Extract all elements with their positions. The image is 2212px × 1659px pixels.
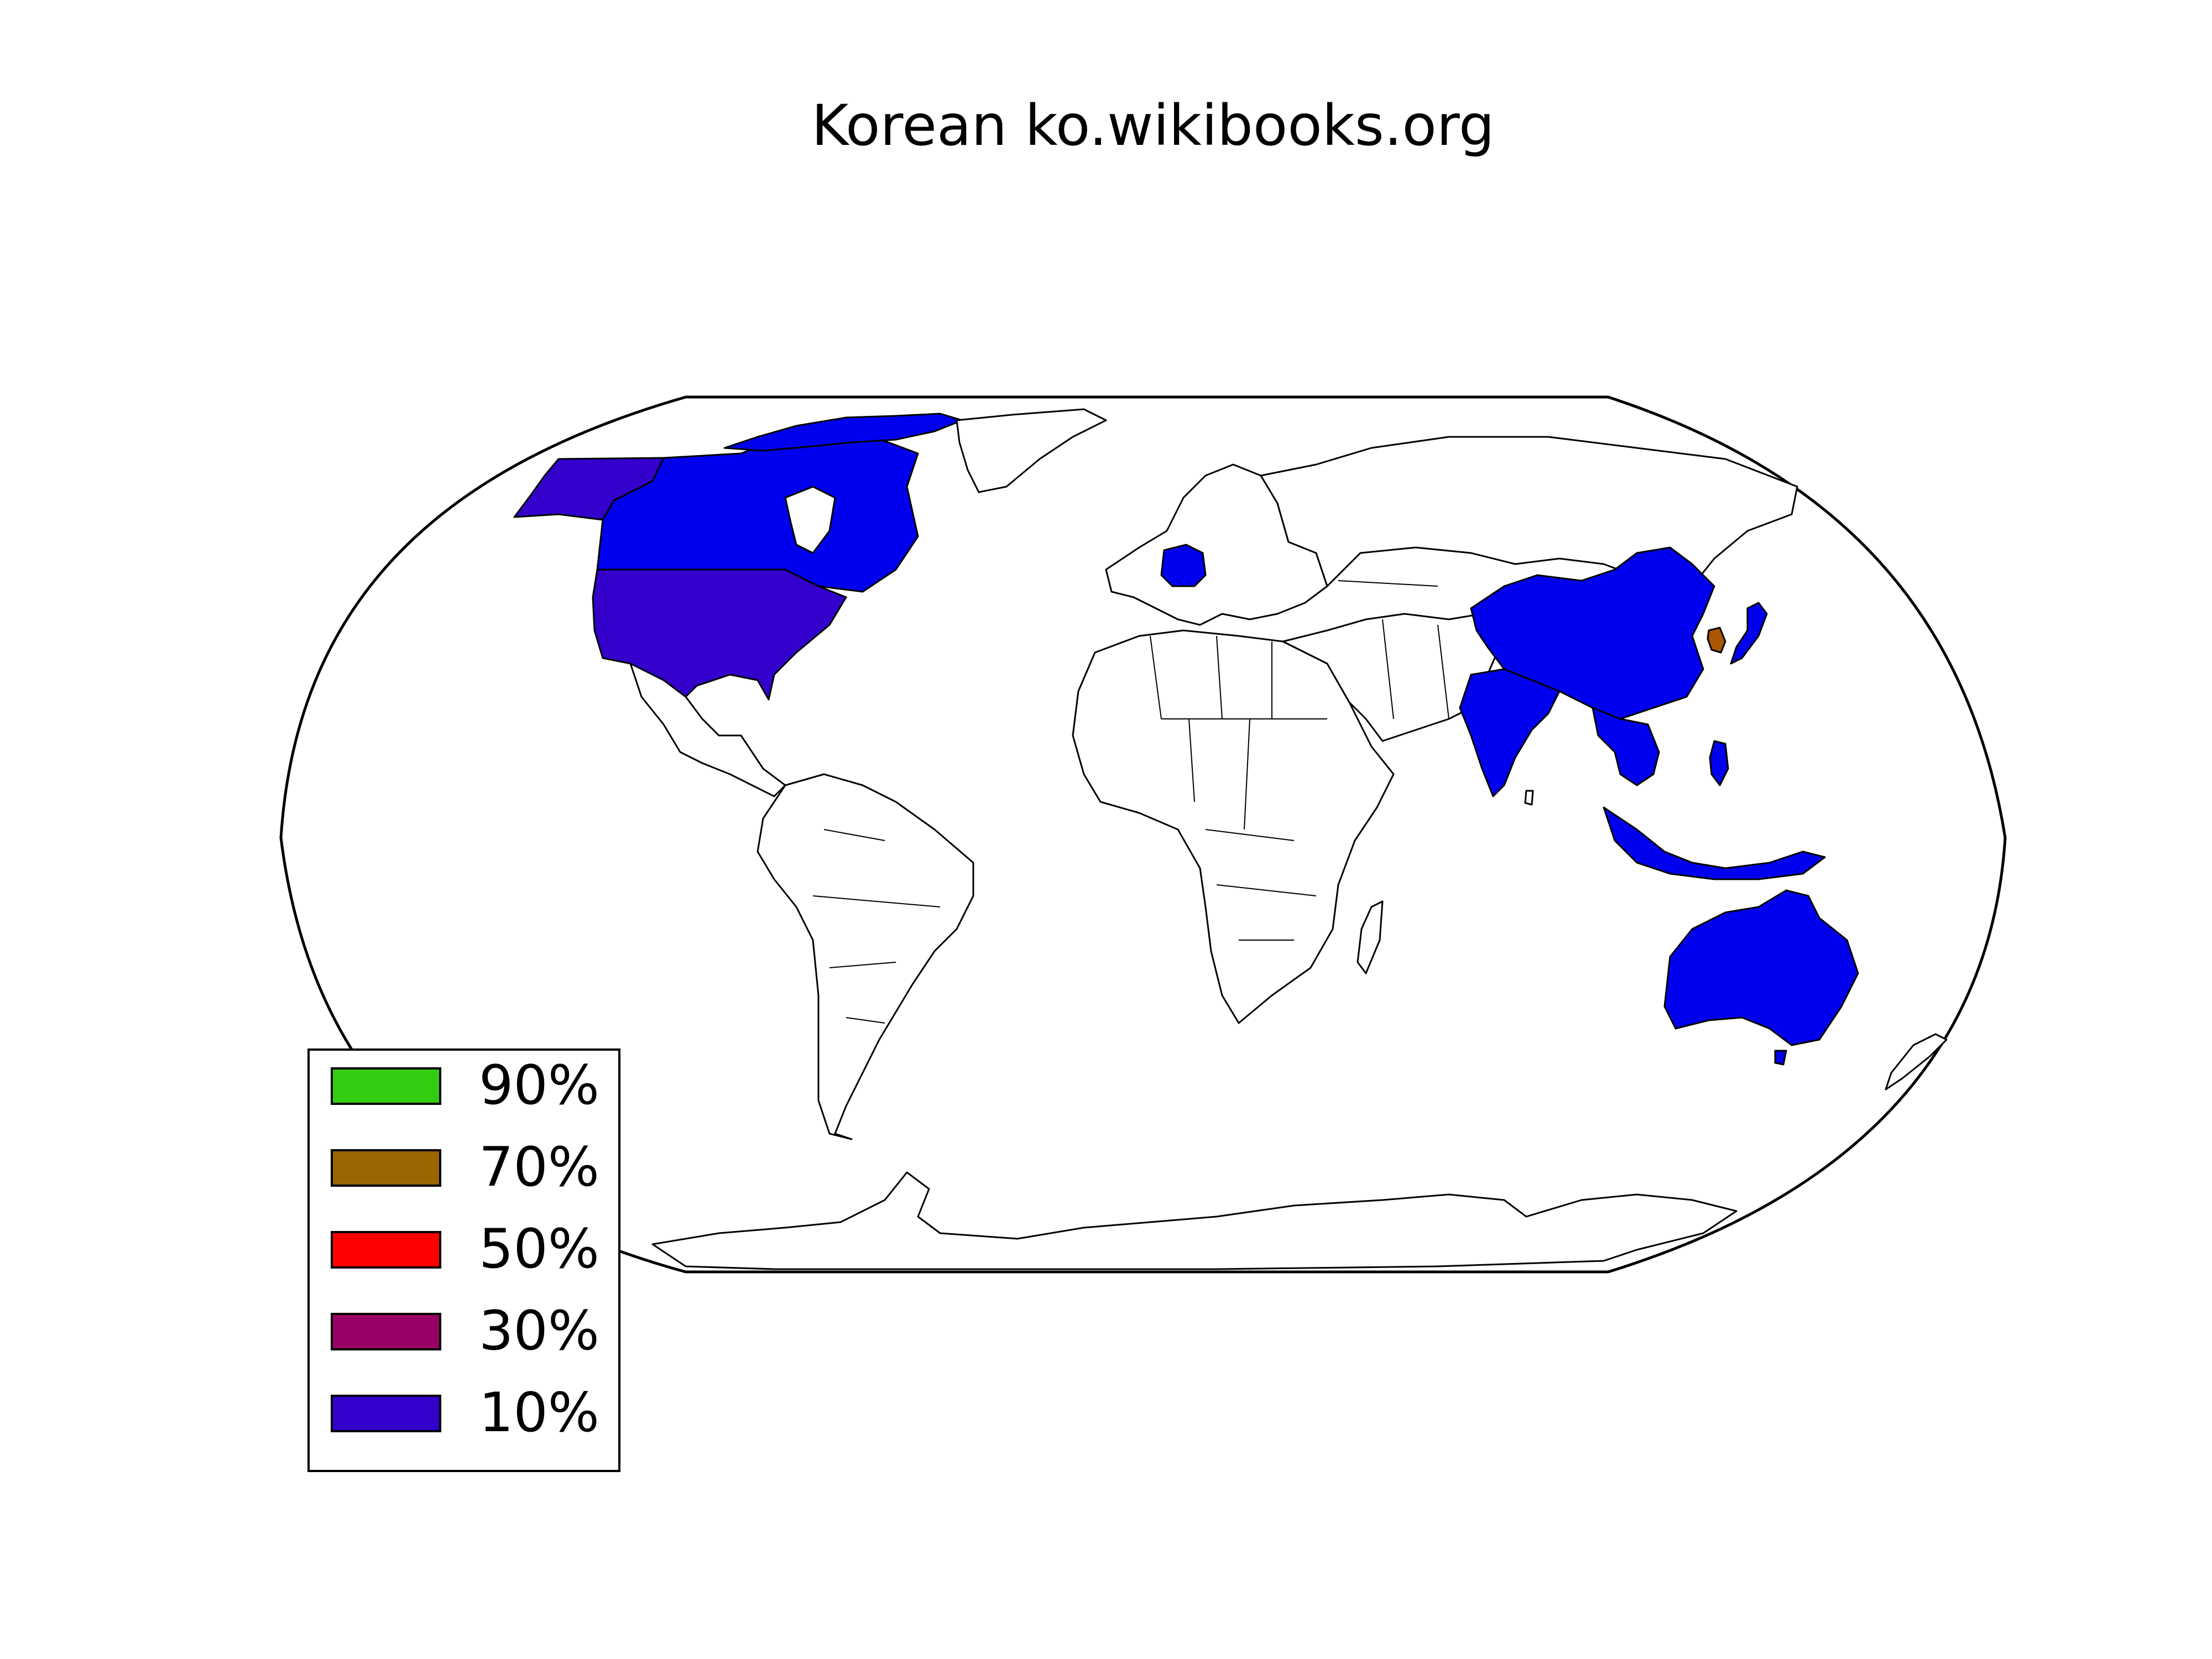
legend: 90% 70% 50% 30% 10% <box>307 1048 620 1472</box>
region-korea <box>1707 627 1726 654</box>
region-indonesia <box>1603 806 1826 880</box>
legend-label: 90% <box>479 1054 599 1117</box>
region-new-zealand <box>1885 1033 1948 1091</box>
map-title: Korean ko.wikibooks.org <box>811 93 1495 159</box>
hudson-bay <box>784 486 836 554</box>
legend-item: 50% <box>310 1214 618 1280</box>
region-southeast-asia <box>1592 707 1660 786</box>
region-germany <box>1160 544 1207 587</box>
legend-swatch <box>331 1395 441 1432</box>
legend-swatch <box>331 1149 441 1187</box>
region-mexico <box>629 662 786 797</box>
region-greenland <box>956 408 1107 493</box>
legend-swatch <box>331 1067 441 1105</box>
legend-label: 50% <box>479 1218 599 1281</box>
legend-label: 10% <box>479 1381 599 1444</box>
region-japan <box>1730 602 1768 665</box>
region-south-america <box>757 773 974 1140</box>
legend-item: 30% <box>310 1296 618 1361</box>
legend-label: 70% <box>479 1136 599 1199</box>
legend-swatch <box>331 1313 441 1350</box>
legend-item: 10% <box>310 1378 618 1443</box>
region-antarctica <box>651 1171 1738 1270</box>
border-lines <box>812 580 1449 1024</box>
region-sri-lanka <box>1524 790 1534 806</box>
legend-swatch <box>331 1231 441 1269</box>
region-india <box>1459 668 1561 797</box>
region-madagascar <box>1357 900 1384 974</box>
legend-item: 90% <box>310 1051 618 1116</box>
region-tasmania <box>1774 1050 1787 1066</box>
legend-label: 30% <box>479 1300 599 1363</box>
region-philippines <box>1709 740 1729 786</box>
region-united-states <box>592 568 847 701</box>
region-australia <box>1663 889 1859 1046</box>
legend-item: 70% <box>310 1133 618 1198</box>
